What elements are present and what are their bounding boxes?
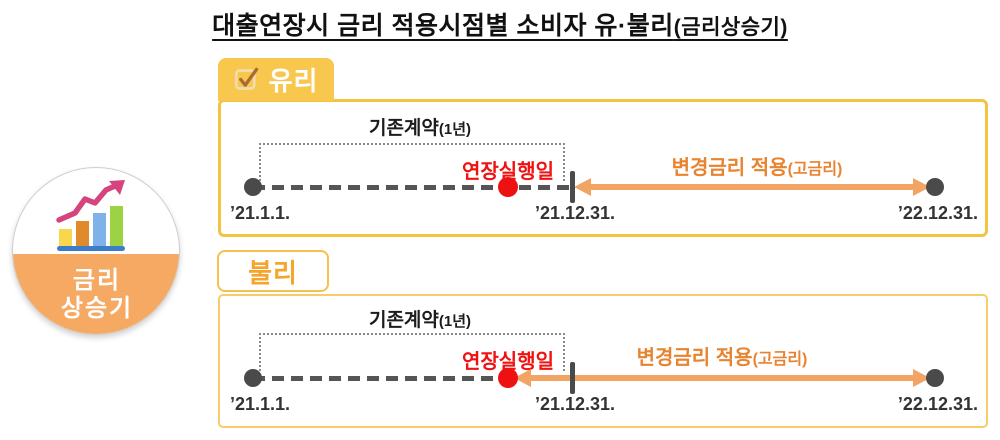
changed-rate-arrow-shaft <box>528 375 916 381</box>
changed-rate-text: 변경금리 적용 <box>636 347 753 369</box>
tab-favorable-label: 유리 <box>268 66 319 96</box>
changed-rate-arrow-left-head <box>514 369 531 387</box>
changed-rate-label: 변경금리 적용(고금리) <box>592 341 852 370</box>
date-mid: ’21.12.31. <box>534 394 616 414</box>
date-start: ’21.1.1. <box>230 394 291 414</box>
year-end-tick <box>570 362 575 394</box>
badge-caption: 금리 상승기 <box>13 254 179 334</box>
page-title-main: 대출연장시 금리 적용시점별 소비자 유·불리 <box>212 12 674 40</box>
existing-contract-label: 기존계약(1년) <box>320 305 520 332</box>
changed-rate-arrow-left-head <box>574 178 591 196</box>
date-end: ’22.12.31. <box>897 203 978 223</box>
date-start: ’21.1.1. <box>230 203 291 223</box>
end-dot <box>926 369 944 387</box>
date-mid: ’21.12.31. <box>534 203 616 223</box>
page-title-paren: (금리상승기) <box>673 16 788 39</box>
badge-caption-line2: 상승기 <box>60 295 134 322</box>
existing-contract-dashed-line <box>253 185 572 190</box>
tab-unfavorable: 불리 <box>217 250 329 292</box>
extension-date-label: 연장실행일 <box>462 161 554 183</box>
page-title: 대출연장시 금리 적용시점별 소비자 유·불리(금리상승기) <box>0 6 1000 42</box>
start-dot <box>244 178 262 196</box>
rate-rising-badge: 금리 상승기 <box>12 167 180 335</box>
changed-rate-text: 변경금리 적용 <box>671 157 788 179</box>
existing-contract-paren: (1년) <box>438 121 472 138</box>
unfavorable-panel <box>218 294 988 428</box>
start-dot <box>244 369 262 387</box>
existing-contract-dashed-line <box>253 376 505 381</box>
rising-bar-chart-icon <box>56 180 125 251</box>
extension-date-label: 연장실행일 <box>462 351 554 373</box>
favorable-panel <box>218 99 988 237</box>
changed-rate-arrow-shaft <box>588 184 916 190</box>
end-dot <box>926 178 944 196</box>
year-end-tick <box>570 171 575 203</box>
changed-rate-arrow-right-head <box>913 369 930 387</box>
contract-period-bracket <box>259 333 565 371</box>
tab-unfavorable-label: 불리 <box>248 257 298 288</box>
contract-period-bracket <box>259 143 565 181</box>
changed-rate-arrow-right-head <box>913 178 930 196</box>
date-end: ’22.12.31. <box>897 394 978 414</box>
changed-rate-paren: (고금리) <box>787 161 843 178</box>
existing-contract-text: 기존계약 <box>368 118 439 139</box>
existing-contract-paren: (1년) <box>438 313 472 330</box>
extension-date-dot <box>498 368 518 388</box>
tab-favorable: 유리 <box>218 58 334 101</box>
changed-rate-paren: (고금리) <box>752 351 808 368</box>
extension-date-dot <box>498 177 518 197</box>
checked-checkbox-icon <box>234 67 258 90</box>
badge-caption-line1: 금리 <box>72 267 122 295</box>
changed-rate-label: 변경금리 적용(고금리) <box>627 151 887 180</box>
existing-contract-text: 기존계약 <box>368 310 439 331</box>
existing-contract-label: 기존계약(1년) <box>320 113 520 140</box>
